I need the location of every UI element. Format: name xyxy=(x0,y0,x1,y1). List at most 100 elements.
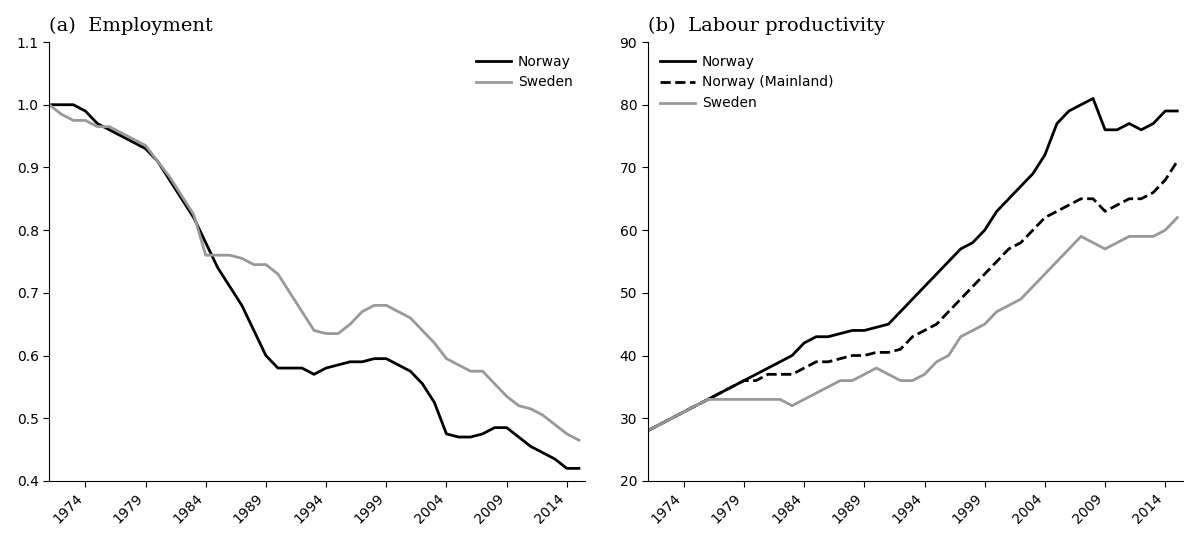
Norway xyxy=(978,227,992,233)
Norway (Mainland) xyxy=(773,371,787,377)
Norway xyxy=(559,465,574,472)
Sweden xyxy=(881,371,895,377)
Norway xyxy=(355,358,370,365)
Text: (a)  Employment: (a) Employment xyxy=(49,17,214,35)
Norway xyxy=(1158,108,1172,114)
Norway xyxy=(499,425,514,431)
Norway xyxy=(295,365,310,371)
Norway (Mainland) xyxy=(821,358,835,365)
Norway xyxy=(174,195,188,202)
Sweden xyxy=(713,396,727,403)
Norway (Mainland) xyxy=(893,346,907,352)
Norway (Mainland) xyxy=(1146,190,1160,196)
Norway xyxy=(749,371,763,377)
Sweden xyxy=(271,271,286,277)
Sweden xyxy=(198,252,212,258)
Sweden xyxy=(427,340,442,346)
Norway xyxy=(271,365,286,371)
Line: Norway: Norway xyxy=(49,105,578,469)
Norway xyxy=(439,431,454,437)
Sweden xyxy=(905,377,919,384)
Norway xyxy=(343,358,358,365)
Norway (Mainland) xyxy=(881,349,895,356)
Norway xyxy=(259,352,274,359)
Sweden xyxy=(1122,233,1136,239)
Norway (Mainland) xyxy=(869,349,883,356)
Norway xyxy=(1122,121,1136,127)
Sweden xyxy=(307,327,322,334)
Sweden xyxy=(1062,245,1076,252)
Sweden xyxy=(1134,233,1148,239)
Norway (Mainland) xyxy=(749,377,763,384)
Sweden xyxy=(1026,283,1040,290)
Line: Sweden: Sweden xyxy=(648,218,1177,431)
Norway xyxy=(319,365,334,371)
Norway (Mainland) xyxy=(653,421,667,428)
Norway xyxy=(905,296,919,302)
Sweden xyxy=(929,358,943,365)
Norway (Mainland) xyxy=(1050,208,1064,214)
Norway xyxy=(881,321,895,327)
Norway (Mainland) xyxy=(978,271,992,277)
Norway (Mainland) xyxy=(1038,214,1052,221)
Norway xyxy=(990,208,1004,214)
Sweden xyxy=(66,117,80,124)
Sweden xyxy=(174,192,188,199)
Norway xyxy=(1134,127,1148,133)
Norway xyxy=(954,245,968,252)
Sweden xyxy=(42,102,56,108)
Norway xyxy=(1098,127,1112,133)
Sweden xyxy=(954,333,968,340)
Sweden xyxy=(162,174,176,180)
Sweden xyxy=(821,383,835,390)
Sweden xyxy=(761,396,775,403)
Norway (Mainland) xyxy=(966,283,980,290)
Norway xyxy=(1026,171,1040,177)
Norway xyxy=(451,434,466,440)
Norway xyxy=(701,396,715,403)
Sweden xyxy=(571,437,586,444)
Norway xyxy=(54,102,68,108)
Sweden xyxy=(331,330,346,337)
Sweden xyxy=(1158,227,1172,233)
Norway (Mainland) xyxy=(833,356,847,362)
Norway xyxy=(665,415,679,421)
Sweden xyxy=(487,381,502,387)
Norway xyxy=(210,264,224,271)
Norway (Mainland) xyxy=(713,390,727,396)
Sweden xyxy=(499,393,514,400)
Sweden xyxy=(210,252,224,258)
Norway (Mainland) xyxy=(677,409,691,415)
Norway xyxy=(379,356,394,362)
Sweden xyxy=(701,396,715,403)
Sweden xyxy=(186,211,200,218)
Norway xyxy=(833,330,847,337)
Line: Norway (Mainland): Norway (Mainland) xyxy=(648,161,1177,431)
Norway (Mainland) xyxy=(1026,227,1040,233)
Norway xyxy=(523,443,538,450)
Norway xyxy=(821,333,835,340)
Norway (Mainland) xyxy=(1062,202,1076,209)
Sweden xyxy=(869,365,883,371)
Norway xyxy=(307,371,322,377)
Norway xyxy=(150,158,164,165)
Norway xyxy=(966,239,980,246)
Sweden xyxy=(102,123,116,130)
Sweden xyxy=(114,130,128,136)
Norway xyxy=(713,390,727,396)
Sweden xyxy=(78,117,92,124)
Sweden xyxy=(785,402,799,409)
Sweden xyxy=(1086,239,1100,246)
Norway xyxy=(571,465,586,472)
Sweden xyxy=(1014,296,1028,302)
Norway xyxy=(1062,108,1076,114)
Sweden xyxy=(1050,258,1064,265)
Norway xyxy=(102,127,116,133)
Norway xyxy=(415,381,430,387)
Norway xyxy=(1050,121,1064,127)
Norway xyxy=(845,327,859,334)
Norway (Mainland) xyxy=(665,415,679,421)
Norway xyxy=(809,333,823,340)
Norway xyxy=(547,456,562,462)
Line: Norway: Norway xyxy=(648,98,1177,431)
